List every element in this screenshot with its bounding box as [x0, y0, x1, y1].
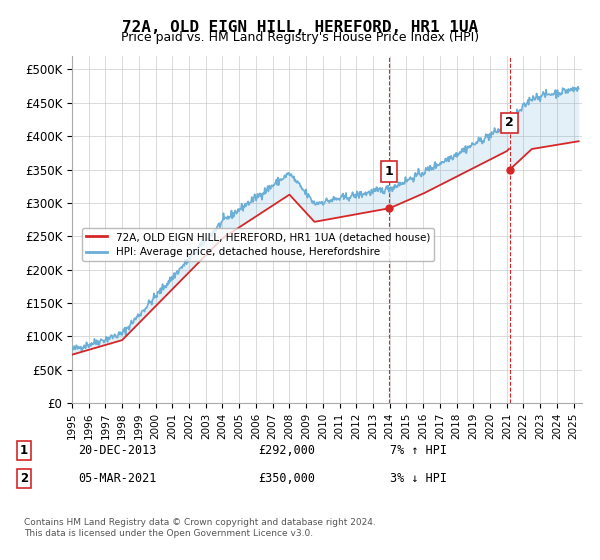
Text: 1: 1 — [20, 444, 28, 458]
Text: Price paid vs. HM Land Registry's House Price Index (HPI): Price paid vs. HM Land Registry's House … — [121, 31, 479, 44]
Text: 05-MAR-2021: 05-MAR-2021 — [78, 472, 157, 486]
Text: 3% ↓ HPI: 3% ↓ HPI — [390, 472, 447, 486]
Text: 20-DEC-2013: 20-DEC-2013 — [78, 444, 157, 458]
Text: 2: 2 — [20, 472, 28, 486]
Text: 7% ↑ HPI: 7% ↑ HPI — [390, 444, 447, 458]
Text: 2: 2 — [505, 116, 514, 129]
Text: £350,000: £350,000 — [258, 472, 315, 486]
Text: 1: 1 — [385, 165, 394, 178]
Legend: 72A, OLD EIGN HILL, HEREFORD, HR1 1UA (detached house), HPI: Average price, deta: 72A, OLD EIGN HILL, HEREFORD, HR1 1UA (d… — [82, 228, 434, 262]
Text: £292,000: £292,000 — [258, 444, 315, 458]
Text: 72A, OLD EIGN HILL, HEREFORD, HR1 1UA: 72A, OLD EIGN HILL, HEREFORD, HR1 1UA — [122, 20, 478, 35]
Text: Contains HM Land Registry data © Crown copyright and database right 2024.
This d: Contains HM Land Registry data © Crown c… — [24, 518, 376, 538]
